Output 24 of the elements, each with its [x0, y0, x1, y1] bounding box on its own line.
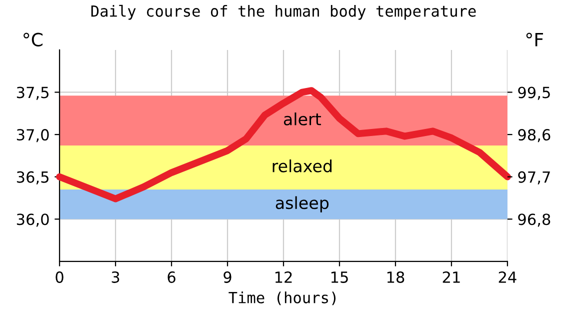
x-tick-label: 3: [112, 271, 120, 283]
y-tick-label: 37,0: [16, 128, 49, 142]
x-tick-label: 0: [56, 271, 64, 283]
x-tick-label: 15: [331, 272, 348, 283]
band-label: asleep: [276, 196, 329, 212]
x-tick-label: 12: [275, 271, 292, 283]
band-label: relaxed: [272, 159, 332, 172]
y2-tick-label: 99,5: [518, 86, 550, 100]
x-tick-label: 6: [168, 271, 176, 283]
y-tick-label: 36,0: [16, 214, 49, 227]
x-tick-label: 24: [498, 271, 516, 283]
y2-tick-label: 97,7: [518, 171, 550, 184]
x-tick-label: 21: [442, 271, 460, 283]
y2-tick-label: 96,8: [518, 214, 550, 227]
y-tick-label: 37,5: [16, 86, 48, 100]
y2-axis-title: °F: [526, 32, 543, 46]
x-tick-label: 9: [224, 271, 232, 283]
y-axis-title: °C: [24, 32, 42, 46]
chart-title: Daily course of the human body temperature: [91, 4, 476, 20]
band-label: alert: [284, 112, 322, 126]
y2-tick-label: 98,6: [518, 128, 550, 142]
y-tick-label: 36,5: [16, 171, 48, 184]
x-tick-label: 18: [387, 271, 404, 283]
x-axis-title: Time (hours): [228, 292, 336, 306]
